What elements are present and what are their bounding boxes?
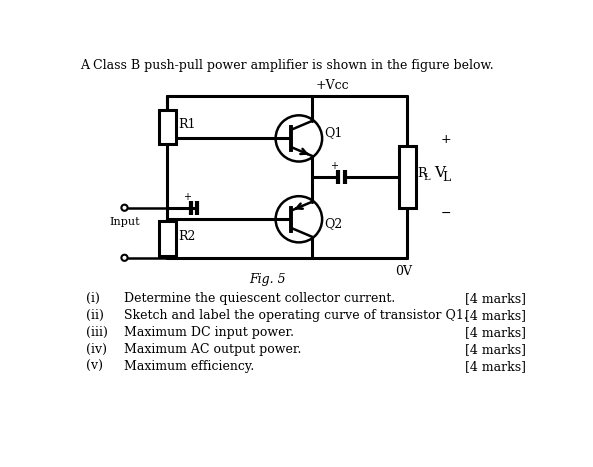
Text: R: R xyxy=(417,167,427,180)
Text: A Class B push-pull power amplifier is shown in the figure below.: A Class B push-pull power amplifier is s… xyxy=(80,59,494,72)
Text: L: L xyxy=(442,171,451,184)
Text: [4 marks]: [4 marks] xyxy=(465,343,526,356)
Text: +Vcc: +Vcc xyxy=(315,79,349,92)
Text: Maximum DC input power.: Maximum DC input power. xyxy=(125,326,295,340)
Bar xyxy=(399,146,416,208)
Bar xyxy=(158,110,176,144)
Text: [4 marks]: [4 marks] xyxy=(465,326,526,340)
Text: Fig. 5: Fig. 5 xyxy=(250,273,286,286)
Text: (iii): (iii) xyxy=(86,326,107,340)
Text: (ii): (ii) xyxy=(86,309,104,322)
Text: (v): (v) xyxy=(86,360,103,373)
Text: Maximum AC output power.: Maximum AC output power. xyxy=(125,343,302,356)
Text: Q1: Q1 xyxy=(324,126,343,139)
Bar xyxy=(158,221,176,256)
Text: [4 marks]: [4 marks] xyxy=(465,360,526,373)
Text: +: + xyxy=(441,134,451,147)
Text: R1: R1 xyxy=(178,118,196,131)
Text: Input: Input xyxy=(109,217,140,226)
Text: −: − xyxy=(441,207,451,220)
Text: (iv): (iv) xyxy=(86,343,107,356)
Text: L: L xyxy=(423,173,431,182)
Text: +: + xyxy=(183,191,192,202)
Text: Sketch and label the operating curve of transistor Q1.: Sketch and label the operating curve of … xyxy=(125,309,468,322)
Text: Maximum efficiency.: Maximum efficiency. xyxy=(125,360,255,373)
Text: [4 marks]: [4 marks] xyxy=(465,292,526,305)
Text: 0V: 0V xyxy=(395,265,412,278)
Text: (i): (i) xyxy=(86,292,100,305)
Text: [4 marks]: [4 marks] xyxy=(465,309,526,322)
Text: R2: R2 xyxy=(178,230,196,243)
Text: Q2: Q2 xyxy=(324,217,343,230)
Text: Determine the quiescent collector current.: Determine the quiescent collector curren… xyxy=(125,292,396,305)
Text: +: + xyxy=(330,161,339,171)
Text: V: V xyxy=(433,166,445,180)
